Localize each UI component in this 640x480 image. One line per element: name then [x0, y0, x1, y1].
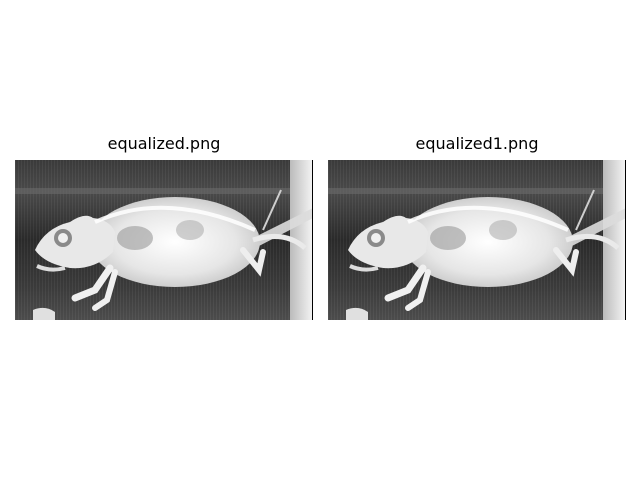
panel-right-edge-2: [625, 160, 626, 320]
chameleon-xray-1: [15, 160, 313, 320]
xray-image-2: [328, 160, 626, 320]
xray-image-1: [15, 160, 313, 320]
panel-title-2: equalized1.png: [415, 134, 539, 153]
panel-title-1: equalized.png: [107, 134, 221, 153]
panel-right-edge-1: [312, 160, 313, 320]
chameleon-xray-2: [328, 160, 626, 320]
